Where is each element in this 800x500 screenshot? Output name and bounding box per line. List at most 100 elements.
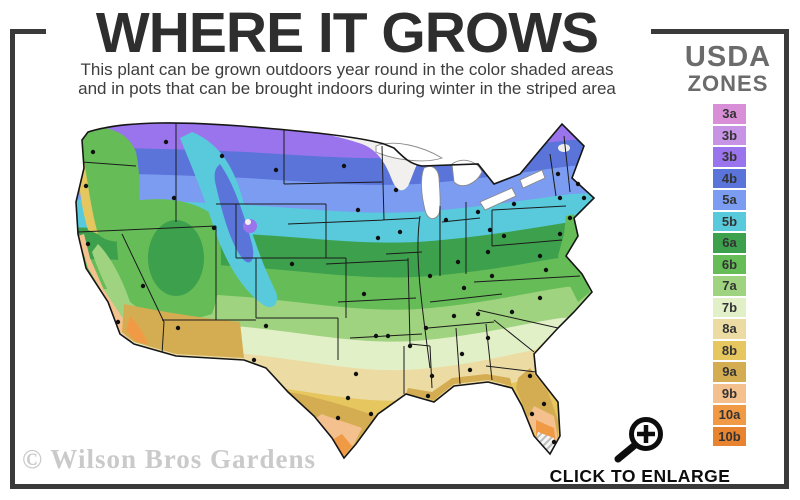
city-dot bbox=[163, 139, 169, 145]
city-dot bbox=[397, 229, 403, 235]
city-dot bbox=[557, 231, 563, 237]
city-dot bbox=[140, 283, 146, 289]
city-dot bbox=[219, 153, 225, 159]
city-dot bbox=[489, 273, 495, 279]
page-title: WHERE IT GROWS bbox=[95, 1, 599, 65]
legend-zone-7a: 7a bbox=[713, 276, 746, 296]
legend-zone-9b: 9b bbox=[713, 383, 746, 403]
watermark: © Wilson Bros Gardens bbox=[22, 444, 316, 474]
magnifier-handle bbox=[614, 441, 639, 463]
city-dot bbox=[407, 343, 413, 349]
city-dot bbox=[423, 325, 429, 331]
city-dot bbox=[475, 311, 481, 317]
city-dot bbox=[487, 227, 493, 233]
usda-zone-map[interactable] bbox=[26, 106, 666, 476]
legend-zone-7b: 7b bbox=[713, 297, 746, 317]
us-outline bbox=[75, 122, 596, 460]
legend-zone-8a: 8a bbox=[713, 319, 746, 339]
city-dot bbox=[83, 183, 89, 189]
legend-zone-10a: 10a bbox=[713, 405, 746, 425]
city-dot bbox=[527, 373, 533, 379]
city-dot bbox=[263, 323, 269, 329]
city-dot bbox=[373, 333, 379, 339]
legend-zone-10b: 10b bbox=[713, 426, 746, 446]
california-valley bbox=[92, 244, 132, 319]
city-dot bbox=[551, 439, 557, 445]
legend-zone-4b: 4b bbox=[713, 168, 746, 188]
city-dot bbox=[273, 167, 279, 173]
city-dot bbox=[427, 273, 433, 279]
city-dot bbox=[175, 325, 181, 331]
city-dot bbox=[459, 351, 465, 357]
south-texas-orange-tip bbox=[332, 434, 352, 456]
city-dot bbox=[557, 195, 563, 201]
zone-legend: 3a 3b 3b 4b 5a 5b 6a 6b 7a 7b 8a 8b 9a 9b 10a 10b bbox=[713, 104, 746, 448]
frame-right bbox=[784, 29, 789, 489]
city-dot bbox=[90, 149, 96, 155]
lake-michigan bbox=[421, 166, 441, 220]
frame-top-right bbox=[651, 29, 789, 34]
city-dot bbox=[501, 233, 507, 239]
city-dot bbox=[289, 261, 295, 267]
city-dot bbox=[345, 395, 351, 401]
city-dot bbox=[543, 267, 549, 273]
city-dot bbox=[451, 313, 457, 319]
city-dot bbox=[85, 241, 91, 247]
click-to-enlarge-button[interactable]: CLICK TO ENLARGE bbox=[540, 408, 740, 486]
lower-colorado-orange bbox=[126, 316, 148, 344]
city-dot bbox=[485, 335, 491, 341]
city-dot bbox=[429, 373, 435, 379]
magnifier-zoom-in-icon[interactable] bbox=[602, 408, 672, 464]
click-to-enlarge-label: CLICK TO ENLARGE bbox=[549, 466, 731, 486]
city-dot bbox=[115, 319, 121, 325]
legend-zone-5a: 5a bbox=[713, 190, 746, 210]
legend-title-usda: USDA bbox=[684, 41, 772, 73]
city-dot bbox=[475, 209, 481, 215]
city-dot bbox=[361, 291, 367, 297]
city-dot bbox=[537, 253, 543, 259]
city-dot bbox=[529, 411, 535, 417]
city-dot bbox=[555, 171, 561, 177]
city-dot bbox=[375, 235, 381, 241]
city-dot bbox=[509, 309, 515, 315]
gulf-coast-strip bbox=[406, 374, 512, 400]
great-lakes bbox=[375, 142, 546, 220]
state-borders bbox=[77, 122, 581, 394]
city-dot bbox=[341, 163, 347, 169]
city-dot bbox=[461, 285, 467, 291]
city-dot bbox=[171, 195, 177, 201]
subtitle-line-1: This plant can be grown outdoors year ro… bbox=[80, 60, 614, 79]
frame-left bbox=[10, 29, 15, 489]
page-subtitle: This plant can be grown outdoors year ro… bbox=[40, 60, 654, 98]
legend-zone-9a: 9a bbox=[713, 362, 746, 382]
city-dot bbox=[485, 249, 491, 255]
rockies-4b-core bbox=[214, 164, 254, 263]
legend-title: USDA ZONES bbox=[664, 42, 792, 95]
legend-zone-6a: 6a bbox=[713, 233, 746, 253]
city-dot bbox=[567, 215, 573, 221]
city-dot bbox=[393, 187, 399, 193]
frame-bottom bbox=[10, 484, 789, 489]
lake-huron bbox=[451, 159, 483, 186]
city-dot bbox=[455, 259, 461, 265]
city-dot bbox=[425, 393, 431, 399]
legend-zone-3a: 3a bbox=[713, 104, 746, 124]
city-dot bbox=[443, 217, 449, 223]
subtitle-line-2: and in pots that can be brought indoors … bbox=[78, 78, 616, 98]
city-dot bbox=[368, 411, 374, 417]
city-dot bbox=[581, 195, 587, 201]
legend-zone-6b: 6b bbox=[713, 254, 746, 274]
city-dot bbox=[355, 207, 361, 213]
lake-erie bbox=[479, 187, 517, 211]
city-dot bbox=[537, 295, 543, 301]
mid-atlantic-coast-green bbox=[558, 214, 590, 302]
city-dot bbox=[335, 415, 341, 421]
legend-zone-3b: 3b bbox=[713, 125, 746, 145]
city-dot bbox=[211, 225, 217, 231]
city-dot bbox=[511, 201, 517, 207]
city-dot bbox=[541, 401, 547, 407]
frame-top-left bbox=[10, 29, 46, 34]
legend-zone-8b: 8b bbox=[713, 340, 746, 360]
nevada-6a-patch bbox=[148, 220, 204, 296]
